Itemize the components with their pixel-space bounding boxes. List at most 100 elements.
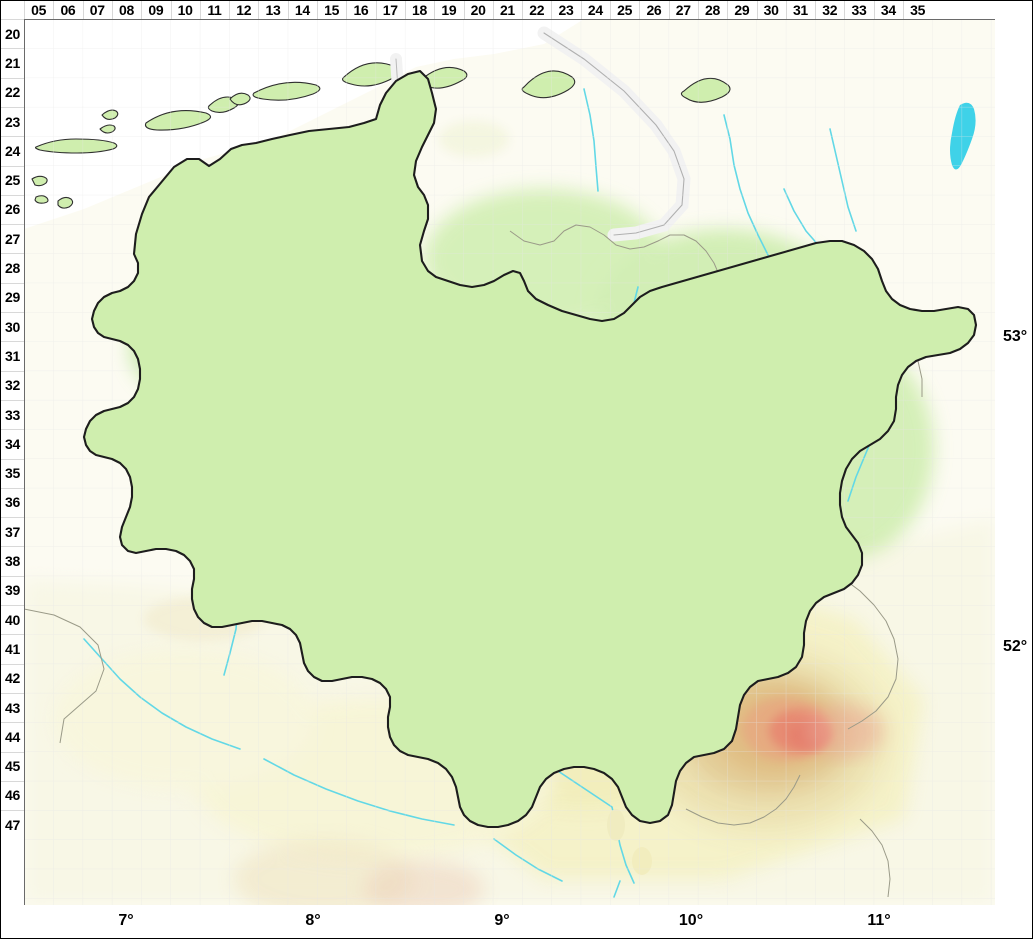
y-tick-34: 34 [5,435,20,452]
x-tick-separator [199,1,201,19]
x-tick-separator [24,1,25,19]
x-tick-separator [82,1,84,19]
frame-line-left [24,1,25,939]
longitude-label: 8° [305,912,321,929]
map-viewport[interactable] [24,19,995,905]
x-tick-15: 15 [324,2,340,18]
x-tick-10: 10 [177,2,193,18]
frame-line-top [1,19,1033,20]
x-tick-32: 32 [822,2,838,18]
ruler-top [0,1,1033,19]
y-tick-separator [1,19,24,20]
latitude-label: 52° [1003,638,1028,655]
y-tick-42: 42 [5,670,20,687]
longitude-label: 11° [867,912,891,929]
x-tick-22: 22 [529,2,545,18]
x-tick-19: 19 [441,2,457,18]
x-tick-separator [317,1,318,19]
y-tick-separator [1,517,24,519]
y-tick-24: 24 [5,142,20,159]
y-tick-37: 37 [5,523,20,540]
y-tick-26: 26 [5,201,20,218]
y-tick-38: 38 [5,553,20,570]
x-tick-separator [141,1,143,19]
y-tick-25: 25 [5,172,20,189]
y-tick-36: 36 [5,494,20,511]
y-tick-22: 22 [5,84,20,101]
x-tick-16: 16 [353,2,369,18]
x-tick-30: 30 [763,2,779,18]
x-tick-separator [522,1,524,19]
y-tick-separator [1,312,24,313]
y-tick-30: 30 [5,318,20,335]
y-tick-separator [1,106,24,108]
ruler-left [1,0,24,939]
y-tick-separator [1,399,24,401]
y-tick-31: 31 [5,347,20,364]
x-tick-separator [756,1,758,19]
ruler-bottom [0,905,1033,939]
x-tick-separator [727,1,729,19]
x-tick-33: 33 [851,2,867,18]
longitude-label: 10° [678,912,704,929]
x-tick-27: 27 [675,2,691,18]
x-tick-13: 13 [265,2,281,18]
x-tick-34: 34 [880,2,896,18]
x-tick-separator [404,1,406,19]
map-canvas [24,19,995,905]
x-tick-09: 09 [148,2,164,18]
x-tick-29: 29 [734,2,750,18]
x-tick-separator [668,1,670,19]
y-tick-separator [1,810,24,812]
y-tick-separator [1,282,24,284]
x-tick-05: 05 [31,2,47,18]
y-tick-28: 28 [5,260,20,277]
x-tick-separator [463,1,465,19]
y-tick-separator [1,136,24,138]
y-tick-separator [1,429,24,431]
x-tick-08: 08 [119,2,135,18]
y-tick-35: 35 [5,465,20,482]
x-tick-17: 17 [382,2,398,18]
x-tick-separator [111,1,113,19]
x-tick-24: 24 [587,2,603,18]
x-tick-separator [492,1,494,19]
x-tick-separator [844,1,846,19]
y-tick-46: 46 [5,787,20,804]
y-tick-separator [1,224,24,226]
x-tick-25: 25 [617,2,633,18]
y-tick-separator [1,751,24,753]
x-tick-separator [287,1,289,19]
x-tick-07: 07 [89,2,105,18]
y-tick-separator [1,370,24,372]
x-tick-separator [375,1,377,19]
y-tick-23: 23 [5,113,20,130]
y-tick-39: 39 [5,582,20,599]
y-tick-separator [1,605,24,606]
y-tick-separator [1,253,24,255]
y-tick-40: 40 [5,611,20,628]
x-tick-separator [785,1,787,19]
y-tick-29: 29 [5,289,20,306]
x-tick-23: 23 [558,2,574,18]
x-tick-14: 14 [294,2,310,18]
y-tick-separator [1,722,24,724]
x-tick-21: 21 [499,2,515,18]
x-tick-separator [903,1,904,19]
y-tick-separator [1,77,24,79]
x-tick-20: 20 [470,2,486,18]
x-tick-11: 11 [207,2,222,18]
x-tick-separator [53,1,55,19]
longitude-label: 9° [494,912,510,929]
y-tick-separator [1,341,24,343]
y-tick-separator [1,575,24,577]
y-tick-41: 41 [5,640,20,657]
x-tick-separator [815,1,817,19]
x-tick-separator [170,1,172,19]
y-tick-47: 47 [5,816,20,833]
x-tick-separator [873,1,875,19]
x-tick-separator [697,1,699,19]
y-tick-separator [1,546,24,548]
x-tick-separator [258,1,260,19]
